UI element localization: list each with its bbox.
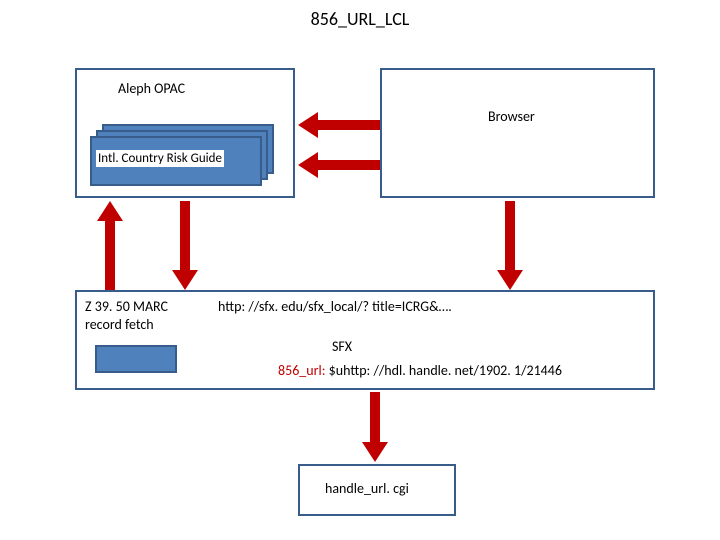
sfx-url-label: http: //sfx. edu/sfx_local/? title=ICRG&… [218, 298, 452, 315]
browser-box [380, 68, 655, 198]
marc-856-key: 856_url: [278, 362, 325, 379]
marc-856-line: 856_url: $uhttp: //hdl. handle. net/1902… [278, 362, 562, 379]
record-label: Intl. Country Risk Guide [96, 150, 224, 167]
handle-label: handle_url. cgi [325, 480, 409, 497]
marc-record-card [95, 345, 177, 373]
z3950-label: Z 39. 50 MARC record fetch [85, 298, 168, 333]
browser-label: Browser [488, 108, 535, 125]
diagram-title: 856_URL_LCL [0, 8, 720, 30]
sfx-center-label: SFX [332, 338, 352, 355]
opac-label: Aleph OPAC [118, 80, 185, 97]
marc-856-value: $uhttp: //hdl. handle. net/1902. 1/21446 [329, 362, 562, 379]
